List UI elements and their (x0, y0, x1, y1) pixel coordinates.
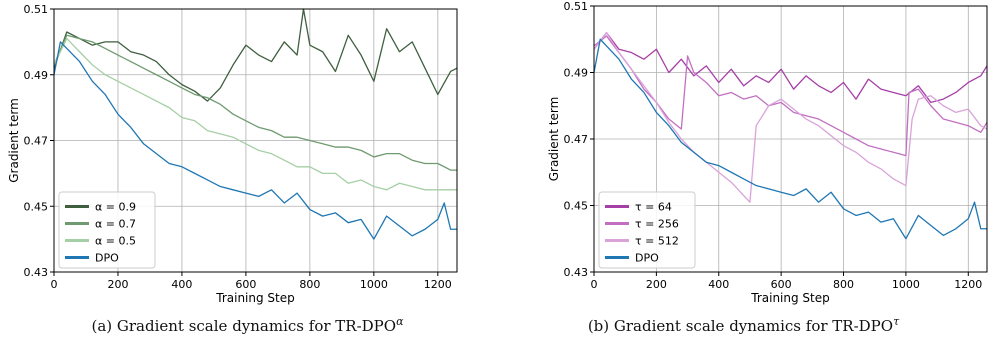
chart-b: 0 200 400 600 800 1000 1200 0.43 0.45 0.47 0.49 0.5… (547, 0, 988, 305)
chart-b-series-line-0 (593, 31, 988, 104)
chart-b-series-line-2 (593, 31, 988, 203)
chart-a-ytick-label-2: 0.47 (24, 135, 49, 148)
chart-a-ytick-label-1: 0.45 (24, 200, 49, 213)
chart-b-legend-label-2: τ = 512 (635, 235, 679, 248)
chart-a-ytick-label-4: 0.51 (24, 3, 49, 16)
chart-a-legend-label-3: DPO (95, 252, 119, 265)
caption-a: (a) Gradient scale dynamics for TR-DPOα (91, 315, 404, 335)
chart-a-series-line-3 (53, 41, 457, 240)
chart-b-xtick-label-1: 200 (646, 278, 667, 291)
chart-b-xtick-label-3: 600 (771, 278, 792, 291)
chart-a-legend-label-1: α = 0.7 (95, 218, 136, 231)
chart-b-ytick-label-3: 0.49 (564, 67, 589, 80)
chart-b-ytick-label-4: 0.51 (564, 0, 589, 13)
chart-b-ytick-label-0: 0.43 (564, 266, 589, 279)
chart-b-xtick-label-6: 1200 (954, 278, 982, 291)
caption-b: (b) Gradient scale dynamics for TR-DPOτ (587, 315, 900, 335)
chart-b-ytick-label-2: 0.47 (564, 133, 589, 146)
chart-a-ytick-label-0: 0.43 (24, 266, 49, 279)
chart-b-legend-label-0: τ = 64 (635, 201, 672, 214)
chart-a-xtick-label-4: 800 (299, 278, 320, 291)
chart-a-legend-label-0: α = 0.9 (95, 201, 136, 214)
chart-b-ylabel: Gradient term (547, 97, 561, 182)
chart-b-legend-label-1: τ = 256 (635, 218, 679, 231)
chart-a-xtick-label-1: 200 (107, 278, 128, 291)
chart-a-ytick-label-3: 0.49 (24, 69, 49, 82)
chart-a-xtick-label-0: 0 (51, 278, 58, 291)
chart-a-ylabel: Gradient term (7, 98, 21, 183)
chart-a-series-line-2 (53, 37, 457, 191)
chart-b-xtick-label-2: 400 (708, 278, 729, 291)
chart-b-series-line-1 (593, 35, 988, 157)
chart-b-xtick-label-0: 0 (591, 278, 598, 291)
chart-a-series-line-1 (53, 34, 457, 171)
chart-panel-a: 0 200 400 600 800 1000 1200 0.43 0.45 0.47 0.49 0.5… (0, 0, 495, 351)
chart-panel-b: 0 200 400 600 800 1000 1200 0.43 0.45 0.47 0.49 0.5… (496, 0, 991, 351)
chart-b-ytick-label-1: 0.45 (564, 200, 589, 213)
chart-a-xtick-label-2: 400 (171, 278, 192, 291)
chart-a-legend-label-2: α = 0.5 (95, 235, 136, 248)
chart-b-legend-box (598, 191, 696, 269)
chart-a: 0 200 400 600 800 1000 1200 0.43 0.45 0.47 0.49 0.5… (7, 3, 458, 305)
chart-a-xtick-label-5: 1000 (360, 278, 388, 291)
chart-b-xlabel: Training Step (750, 291, 830, 305)
chart-a-xlabel: Training Step (215, 291, 295, 305)
chart-b-legend-label-3: DPO (635, 252, 659, 265)
chart-a-xtick-label-3: 600 (235, 278, 256, 291)
chart-b-series-line-3 (593, 38, 987, 240)
chart-b-xtick-label-4: 800 (833, 278, 854, 291)
chart-a-series-line-0 (53, 8, 458, 102)
chart-b-xtick-label-5: 1000 (892, 278, 920, 291)
chart-a-legend-box (58, 191, 156, 269)
chart-a-xtick-label-6: 1200 (424, 278, 452, 291)
